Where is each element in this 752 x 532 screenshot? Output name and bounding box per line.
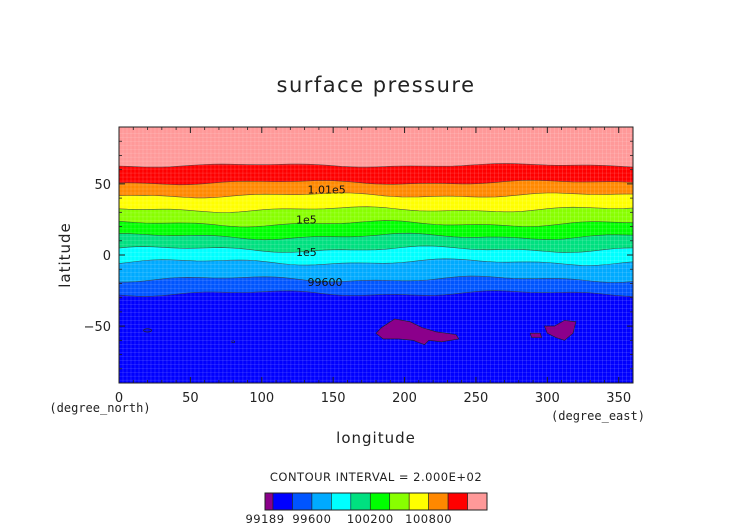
colorbar-swatch [311,492,332,511]
colorbar-label: 100800 [405,512,452,526]
contour-line-3 [119,245,633,253]
contour-label: 1e5 [296,213,317,226]
pressure-band-1 [119,276,633,297]
plot-area [119,127,633,383]
contour-line-9 [119,163,633,168]
low-pressure-region-0 [375,318,460,345]
x-tick-label: 100 [249,391,274,406]
contour-labels: 1.01e5 1e5 1e5 99600 [296,184,346,289]
x-tick-label: 200 [392,391,417,406]
y-tick-label: 0 [103,249,111,264]
x-tick-label: 150 [321,391,346,406]
chart-title: surface pressure [277,73,476,97]
contour-label: 1.01e5 [307,184,345,197]
colorbar-frame [264,492,488,511]
contour-line-4 [119,232,633,241]
x-axis-label: longitude [336,429,416,447]
contour-line-8 [119,179,633,186]
pressure-band-0 [119,290,633,383]
colorbar-swatch [428,492,449,511]
colorbar-label: 99600 [292,512,331,526]
y-axis-ticks: −50 0 50 [84,140,633,370]
colorbar-swatch [264,492,274,511]
colorbar-swatch [292,492,313,511]
colorbar-swatch [408,492,429,511]
pressure-band-8 [119,180,633,198]
y-tick-label: 50 [94,178,111,193]
pressure-band-10 [119,127,633,168]
x-axis-unit: (degree_east) [551,409,645,423]
colorbar-swatch [272,492,293,511]
colorbar-swatch [350,492,371,511]
y-axis-unit: (degree_north) [49,401,150,415]
contour-line-7 [119,192,633,199]
low-pressure-region-1 [544,320,577,341]
colorbar-label: 99189 [245,512,284,526]
contour-label: 1e5 [296,246,317,259]
low-pressure-regions [143,318,577,345]
contour-lines [119,163,633,297]
pressure-band-6 [119,206,633,227]
contour-line-0 [119,290,633,297]
pressure-band-3 [119,245,633,266]
x-tick-label: 50 [182,391,199,406]
colorbar-label: 100200 [347,512,394,526]
y-tick-label: −50 [84,320,111,335]
small-contour-ring [231,340,236,344]
colorbar-swatch [447,492,468,511]
pressure-bands [119,127,633,383]
contour-label: 99600 [307,276,342,289]
colorbar-swatch [369,492,391,511]
x-tick-label: 0 [115,391,123,406]
colorbar-swatch [467,492,488,511]
contour-line-6 [119,206,633,213]
colorbar [264,492,488,511]
pressure-band-7 [119,192,633,213]
x-tick-label: 350 [606,391,631,406]
contour-interval-text: CONTOUR INTERVAL = 2.000E+02 [270,470,482,484]
contour-line-1 [119,275,633,283]
pressure-band-9 [119,163,633,185]
x-axis-ticks: 0 50 100 150 200 250 300 350 [115,127,631,406]
low-pressure-region-2 [529,332,543,338]
contour-line-5 [119,220,633,228]
y-axis-label: latitude [56,222,74,288]
x-tick-label: 300 [535,391,560,406]
pressure-band-2 [119,258,633,283]
gridlines [119,127,633,383]
colorbar-swatch [331,492,352,511]
colorbar-labels: 99189 99600 100200 100800 [245,512,452,526]
contour-line-2 [119,258,633,266]
small-contour-ring [143,328,152,333]
colorbar-swatch [389,492,410,511]
x-tick-label: 250 [464,391,489,406]
pressure-band-4 [119,233,633,253]
